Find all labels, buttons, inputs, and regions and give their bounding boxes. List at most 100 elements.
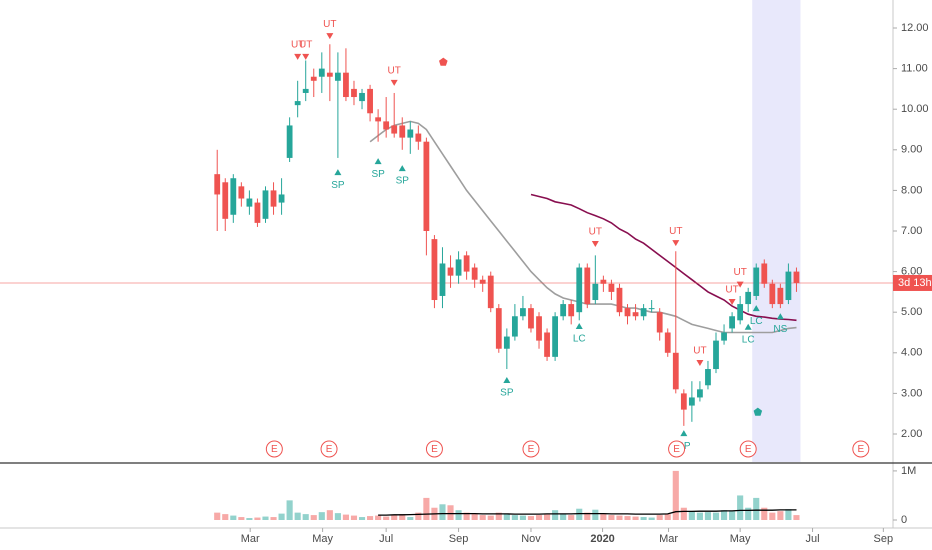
volume-bar xyxy=(511,515,518,520)
volume-bar xyxy=(254,517,261,520)
volume-bar xyxy=(785,509,792,520)
x-tick-label: Jul xyxy=(806,533,820,545)
candle-body xyxy=(262,190,269,219)
candle-body xyxy=(656,312,663,333)
x-tick-label: May xyxy=(312,533,333,545)
y-tick-label: 5.00 xyxy=(901,306,922,318)
candle-body xyxy=(616,287,623,313)
candle-body xyxy=(600,279,607,284)
candle-body xyxy=(544,332,550,357)
volume-bar xyxy=(238,517,245,520)
earnings-label: E xyxy=(528,444,535,455)
volume-bar xyxy=(399,514,406,520)
volume-bar xyxy=(793,515,800,520)
y-tick-label: 10.00 xyxy=(901,103,929,115)
candle-body xyxy=(632,312,639,317)
earnings-badge xyxy=(739,440,757,458)
marker-arrow xyxy=(302,53,310,60)
earnings-badge xyxy=(265,440,283,458)
candle-body xyxy=(495,308,502,349)
volume-bar xyxy=(302,514,309,520)
marker-arrow xyxy=(326,33,334,40)
volume-bar xyxy=(720,510,728,520)
volume-bar xyxy=(463,512,470,520)
volume-bar xyxy=(600,514,607,520)
volume-bar xyxy=(568,515,575,520)
candle-body xyxy=(608,283,615,292)
candle-body xyxy=(761,263,768,284)
y-tick-label: 4.00 xyxy=(901,347,922,359)
candle-body xyxy=(552,316,559,357)
volume-bar xyxy=(214,512,221,520)
volume-bar xyxy=(777,511,784,520)
moving-average xyxy=(530,193,797,322)
candle-body xyxy=(664,332,671,353)
marker-arrow xyxy=(672,240,680,247)
candle-body xyxy=(721,332,727,341)
volume-bar xyxy=(503,513,510,520)
marker-label: LC xyxy=(750,316,763,327)
volume-bar xyxy=(415,512,422,520)
candle-body xyxy=(793,271,800,283)
marker-arrow xyxy=(591,240,599,247)
marker-arrow xyxy=(294,53,302,60)
marker-label: UT xyxy=(669,226,682,237)
marker-arrow xyxy=(752,305,760,312)
volume-bar xyxy=(350,515,358,520)
volume-bar xyxy=(737,495,744,520)
candle-body xyxy=(592,283,599,301)
candle-body xyxy=(294,101,301,106)
volume-bar xyxy=(495,512,502,520)
marker-label: UT xyxy=(388,65,401,76)
marker-label: UT xyxy=(323,19,336,30)
candle-body xyxy=(431,239,438,301)
candle-body xyxy=(536,316,542,341)
candle-body xyxy=(455,259,462,276)
volume-bar xyxy=(552,510,559,520)
candle-body xyxy=(423,141,430,231)
marker-arrow xyxy=(390,79,398,86)
volume-bar xyxy=(745,507,752,520)
volume-tick-label: 0 xyxy=(901,514,907,526)
earnings-badge xyxy=(668,440,686,458)
y-tick-label: 3.00 xyxy=(901,387,922,399)
candle-body xyxy=(769,283,776,305)
candle-body xyxy=(729,316,735,329)
candle-body xyxy=(697,389,703,398)
volume-bar xyxy=(391,515,398,520)
volume-bar xyxy=(704,512,712,520)
volume-bar xyxy=(455,510,462,520)
y-tick-label: 9.00 xyxy=(901,144,922,156)
y-tick-label: 11.00 xyxy=(901,63,928,75)
y-tick-label: 6.00 xyxy=(901,266,922,278)
volume-bar xyxy=(576,508,583,520)
volume-bar xyxy=(246,518,253,520)
countdown-label: 3d 13h xyxy=(898,277,932,289)
volume-bar xyxy=(342,514,349,520)
x-tick-label: Sep xyxy=(874,533,894,545)
candle-body xyxy=(560,304,567,317)
candle-body xyxy=(302,88,309,93)
volume-bar xyxy=(222,514,229,520)
earnings-label: E xyxy=(326,444,333,455)
x-tick-label: Sep xyxy=(449,533,469,545)
volume-bar xyxy=(632,516,639,520)
volume-bar xyxy=(334,513,341,520)
volume-bar xyxy=(769,512,776,520)
earnings-badge xyxy=(425,440,443,458)
volume-bar xyxy=(383,516,390,520)
candle-body xyxy=(326,72,333,77)
volume-bar xyxy=(624,516,631,520)
candle-body xyxy=(680,393,687,410)
earnings-badge xyxy=(320,440,338,458)
candle-body xyxy=(222,182,229,219)
marker-label: SP xyxy=(500,388,514,399)
candle-body xyxy=(688,397,695,406)
marker-label: UT xyxy=(589,227,602,238)
marker-arrow xyxy=(398,165,406,172)
volume-bar xyxy=(560,514,567,520)
candle-body xyxy=(648,308,655,310)
y-tick-label: 2.00 xyxy=(901,428,922,440)
volume-bar xyxy=(656,515,663,520)
volume-bar xyxy=(640,517,647,520)
